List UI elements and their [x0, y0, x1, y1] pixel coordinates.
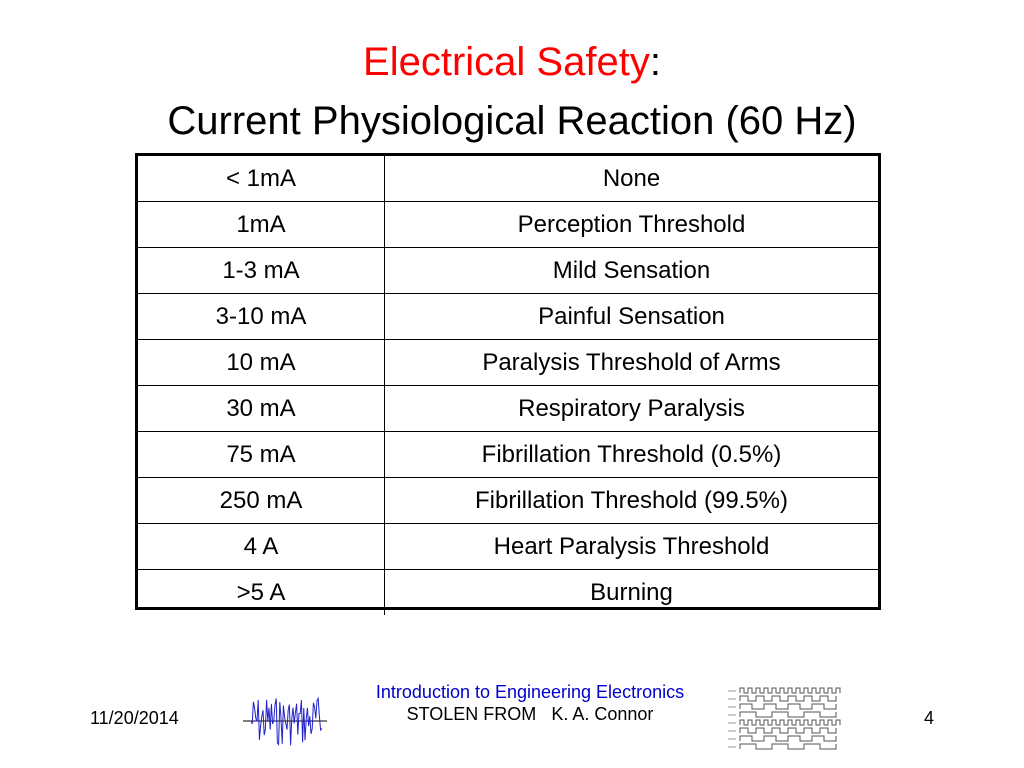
- course-title-link[interactable]: Introduction to Engineering Electronics: [375, 682, 685, 702]
- title-colon: :: [649, 40, 661, 84]
- current-cell: 1mA: [138, 201, 385, 248]
- table-row: 10 mA Paralysis Threshold of Arms: [138, 339, 878, 386]
- reaction-cell: Paralysis Threshold of Arms: [384, 339, 878, 386]
- page-number: 4: [924, 708, 935, 728]
- reaction-cell: Burning: [384, 569, 878, 615]
- current-cell: 30 mA: [138, 385, 385, 432]
- noise-signal-graphic-icon: [243, 696, 327, 746]
- current-cell: 3-10 mA: [138, 293, 385, 340]
- current-cell: 75 mA: [138, 431, 385, 478]
- timing-diagram-graphic-icon: [728, 687, 841, 750]
- table-row: 3-10 mA Painful Sensation: [138, 293, 878, 340]
- footer-credit: STOLEN FROM K. A. Connor: [345, 703, 715, 725]
- table-row: < 1mA None: [138, 156, 878, 202]
- table-row: 1mA Perception Threshold: [138, 201, 878, 248]
- table-row: >5 A Burning: [138, 569, 878, 615]
- title-line-2: Current Physiological Reaction (60 Hz): [167, 99, 857, 143]
- reaction-cell: Perception Threshold: [384, 201, 878, 248]
- author-name: K. A. Connor: [551, 704, 654, 724]
- reaction-cell: None: [384, 156, 878, 202]
- reaction-cell: Fibrillation Threshold (99.5%): [384, 477, 878, 524]
- current-cell: 4 A: [138, 523, 385, 570]
- current-cell: < 1mA: [138, 156, 385, 202]
- table-row: 4 A Heart Paralysis Threshold: [138, 523, 878, 570]
- reaction-cell: Fibrillation Threshold (0.5%): [384, 431, 878, 478]
- table-row: 30 mA Respiratory Paralysis: [138, 385, 878, 432]
- current-cell: 10 mA: [138, 339, 385, 386]
- title-line-1: Electrical Safety:: [0, 40, 1024, 84]
- reaction-cell: Respiratory Paralysis: [384, 385, 878, 432]
- table-row: 250 mA Fibrillation Threshold (99.5%): [138, 477, 878, 524]
- title-electrical-safety: Electrical Safety: [363, 40, 650, 84]
- current-cell: >5 A: [138, 569, 385, 615]
- current-cell: 1-3 mA: [138, 247, 385, 294]
- table-row: 1-3 mA Mild Sensation: [138, 247, 878, 294]
- reaction-cell: Mild Sensation: [384, 247, 878, 294]
- current-cell: 250 mA: [138, 477, 385, 524]
- reaction-cell: Heart Paralysis Threshold: [384, 523, 878, 570]
- stolen-from-label: STOLEN FROM: [406, 704, 537, 724]
- reaction-table: < 1mA None 1mA Perception Threshold 1-3 …: [135, 153, 881, 615]
- reaction-cell: Painful Sensation: [384, 293, 878, 340]
- footer-date: 11/20/2014: [90, 708, 179, 728]
- table-row: 75 mA Fibrillation Threshold (0.5%): [138, 431, 878, 478]
- footer-center: Introduction to Engineering Electronics …: [345, 681, 715, 725]
